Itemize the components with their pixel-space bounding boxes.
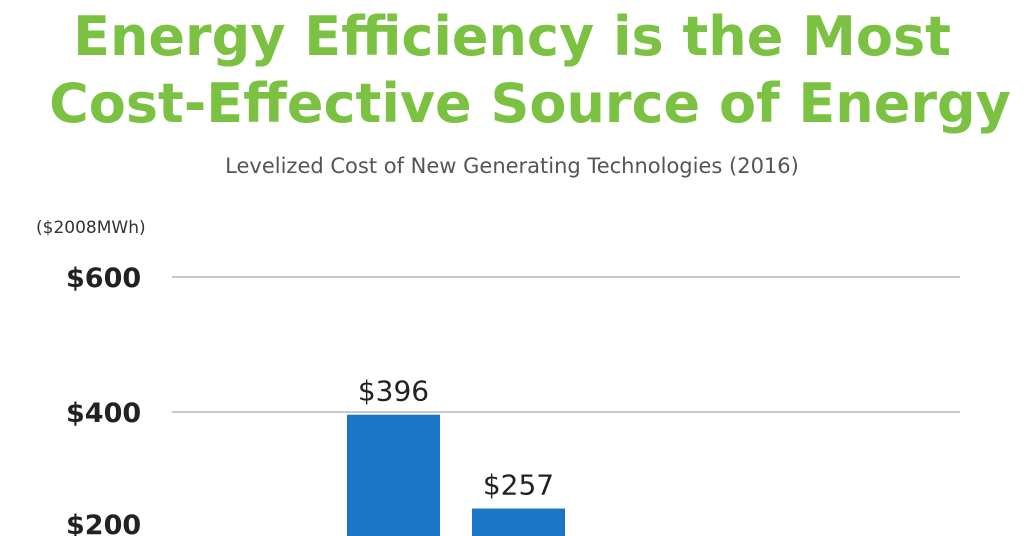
y-axis-label: ($2008MWh) bbox=[36, 218, 146, 238]
data-label: $396 bbox=[358, 375, 429, 408]
chart-title-line-2: Cost-Effective Source of Energy bbox=[49, 72, 1011, 135]
y-tick-label: $200 bbox=[66, 510, 141, 536]
data-label: $257 bbox=[483, 469, 554, 502]
y-tick-label: $400 bbox=[66, 398, 141, 429]
chart-title-line-1: Energy Efficiency is the Most bbox=[73, 5, 951, 68]
chart-subtitle: Levelized Cost of New Generating Technol… bbox=[225, 154, 799, 178]
y-tick-label: $600 bbox=[66, 263, 141, 294]
bar bbox=[472, 508, 565, 536]
bar bbox=[347, 414, 440, 536]
